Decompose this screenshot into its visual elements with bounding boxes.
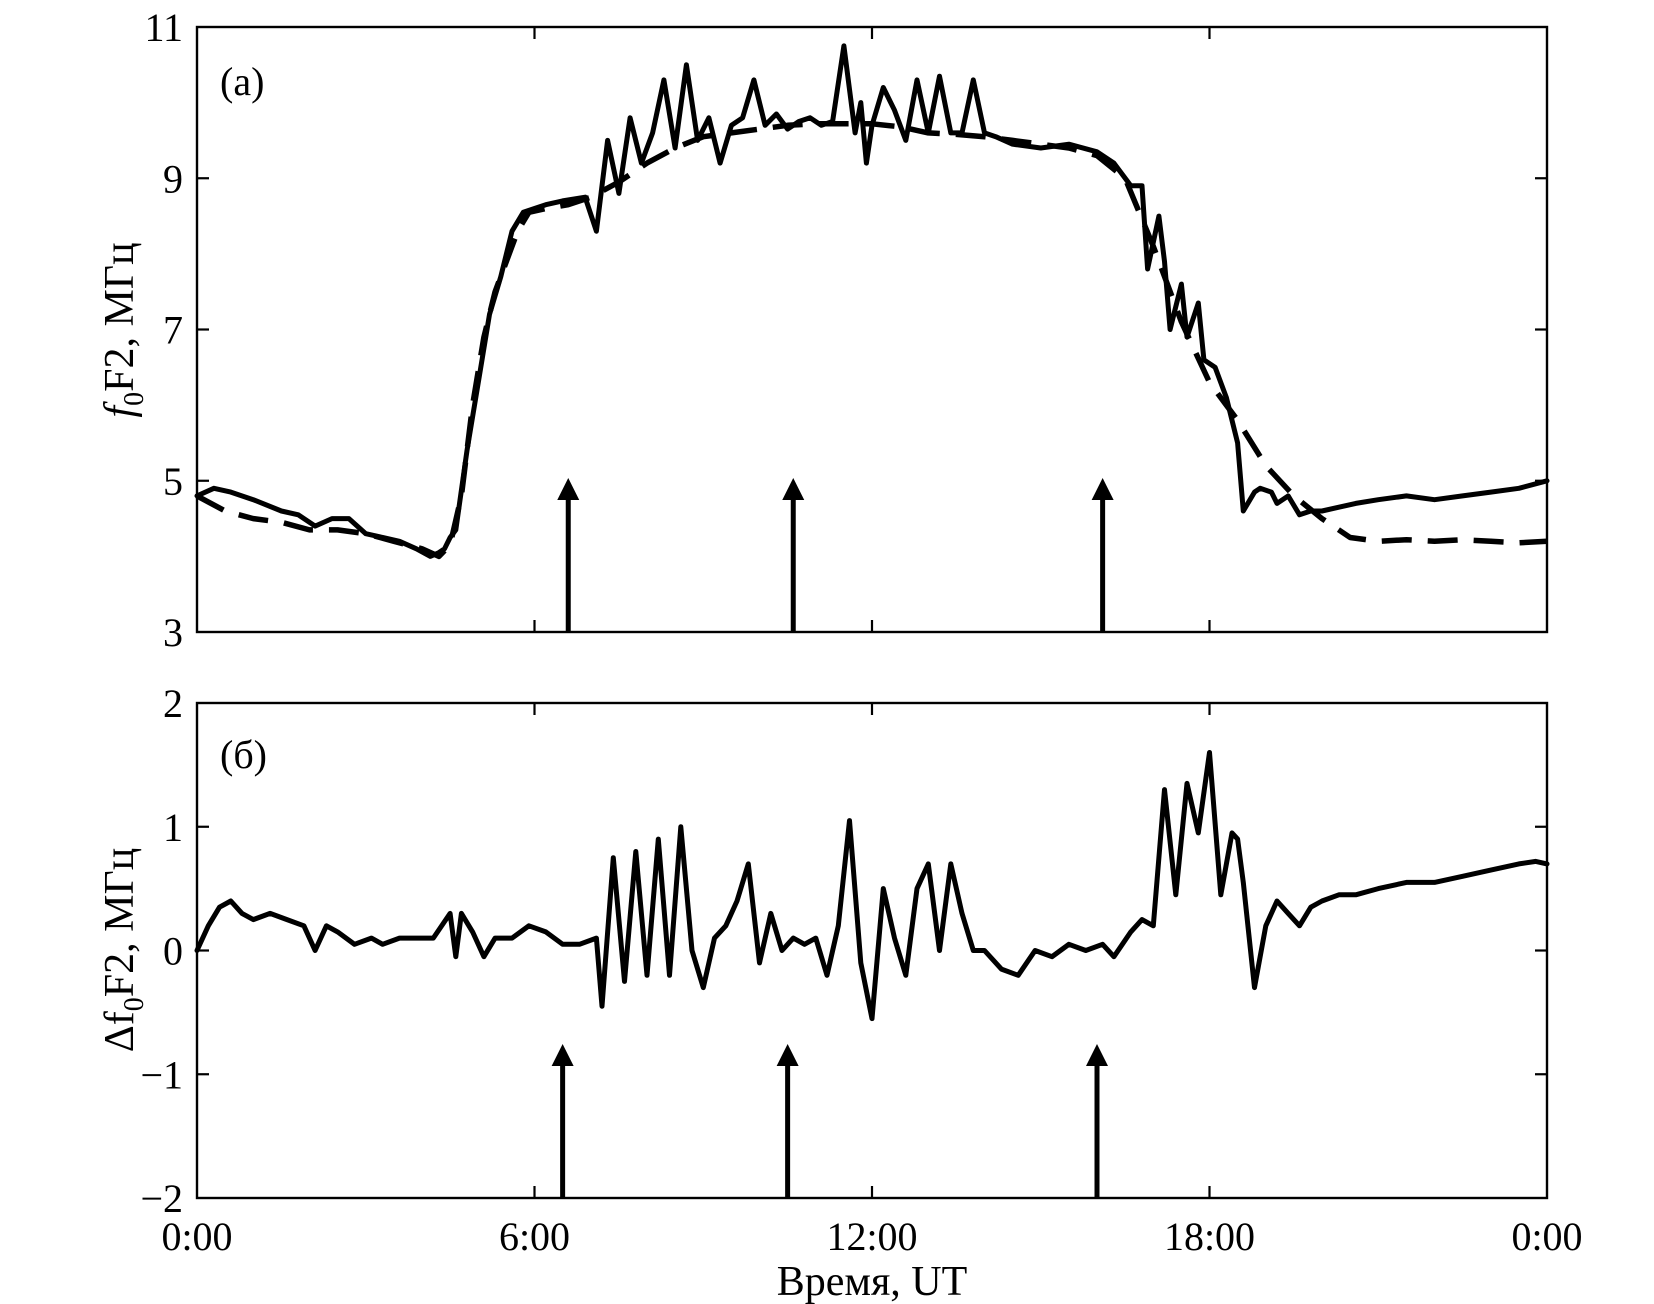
panel-b-y-ticks: −2 −1 0 1 2 [140,681,1547,1221]
y-tick-label: 11 [144,5,183,50]
series-line-solid [194,750,1550,1022]
y-tick-label: 2 [163,681,183,726]
x-tick-label: 6:00 [499,1214,570,1259]
x-tick-label: 12:00 [826,1214,917,1259]
y-tick-label: 1 [163,805,183,850]
event-arrow-head [557,478,580,500]
panel-a-y-ticks: 3 5 7 9 11 [144,5,1547,655]
panel-b-frame [195,701,1549,1200]
panel-b-y-axis-label-main: Δf [97,1011,143,1052]
panel-a-y-axis-label: f0F2, МГц [97,242,150,417]
y-tick-label: 3 [163,610,183,655]
panel-a-series [194,43,1550,560]
panel-b-y-axis-label-rest: F2, МГц [97,848,143,997]
panel-a-y-axis-label-sub: 0 [119,392,150,406]
panel-b-arrows [551,1044,1108,1198]
panel-a-label: (а) [220,59,264,104]
y-tick-label: 9 [163,156,183,201]
panel-b-y-axis-label-sub: 0 [119,997,150,1011]
event-arrow-head [776,1044,799,1066]
y-tick-label: 7 [163,308,183,353]
event-arrow-head [782,478,805,500]
panel-b-series [194,750,1550,1022]
panel-b-label: (б) [220,732,267,777]
series-line-dashed [195,121,1548,560]
event-arrow-head [1091,478,1114,500]
panel-a-x-ticks [533,27,1211,632]
x-tick-label: 0:00 [1511,1214,1582,1259]
x-tick-label: 0:00 [161,1214,232,1259]
y-tick-label: −1 [140,1052,183,1097]
panel-b-y-axis-label: Δf0F2, МГц [97,848,150,1052]
x-axis-label: Время, UT [777,1259,968,1304]
panel-a-arrows [557,478,1114,632]
y-tick-label: 5 [163,459,183,504]
event-arrow-head [551,1044,574,1066]
y-tick-label: 0 [163,929,183,974]
panel-a: (а) 3 5 7 9 11 f0F2, МГц [97,5,1550,655]
event-arrow-head [1086,1044,1108,1066]
panel-b-x-ticks: 0:00 6:00 12:00 18:00 0:00 [161,703,1583,1259]
x-tick-label: 18:00 [1164,1214,1255,1259]
y-tick-label: −2 [140,1176,183,1221]
panel-a-y-axis-label-rest: F2, МГц [97,242,143,391]
